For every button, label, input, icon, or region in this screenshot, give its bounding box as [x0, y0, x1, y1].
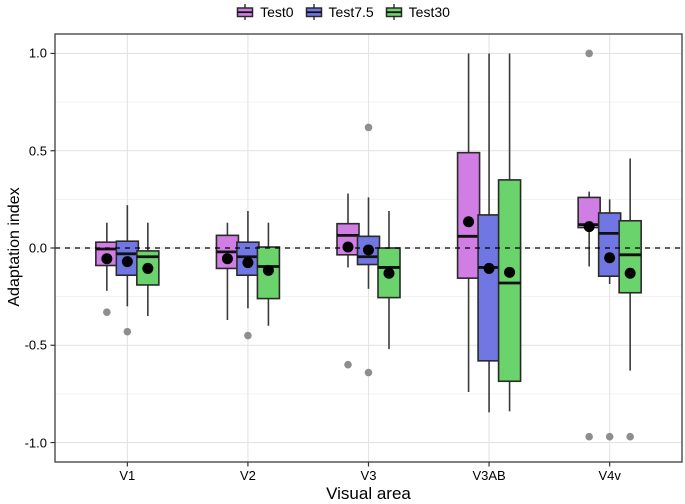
box-Test7.5-V1 — [115, 205, 140, 307]
legend-item-Test0: Test0 — [235, 2, 294, 22]
mean-point — [383, 267, 395, 279]
box-body — [497, 179, 522, 383]
y-tick-label: 0.0 — [28, 240, 47, 256]
outlier-point — [364, 368, 373, 377]
mean-point — [624, 267, 636, 279]
outlier-point — [364, 123, 373, 132]
box-body — [618, 219, 642, 294]
box-Test7.5-V3 — [356, 197, 381, 289]
mean-point — [504, 266, 516, 278]
legend-key-boxplot-icon — [385, 4, 402, 20]
x-axis-title: Visual area — [326, 484, 411, 503]
legend-item-Test7.5: Test7.5 — [304, 2, 374, 22]
outlier-point — [244, 331, 252, 340]
outlier-point — [626, 432, 634, 441]
x-tick-label: V1 — [119, 468, 136, 483]
box-Test7.5-V4v — [597, 199, 622, 284]
mean-point — [604, 252, 616, 264]
box-Test0-V2 — [215, 222, 240, 320]
mean-point — [363, 244, 374, 256]
mean-point — [121, 256, 133, 268]
mean-point — [221, 253, 233, 265]
mean-point — [242, 257, 254, 269]
legend-label: Test0 — [260, 4, 294, 20]
legend-key-boxplot-icon — [305, 4, 322, 20]
outlier-point — [103, 308, 111, 317]
x-tick-label: V3 — [360, 468, 377, 483]
mean-point — [262, 264, 274, 276]
legend-label: Test7.5 — [328, 4, 374, 20]
mean-point — [463, 216, 475, 228]
legend-label: Test30 — [408, 4, 450, 20]
box-Test30-V3 — [377, 211, 401, 350]
box-Test0-V3 — [336, 193, 360, 268]
mean-point — [142, 262, 154, 274]
outlier-point — [585, 432, 593, 441]
mean-point — [342, 241, 354, 253]
outlier-point — [585, 49, 593, 58]
box-Test30-V4v — [618, 158, 642, 371]
legend-item-Test30: Test30 — [384, 2, 450, 22]
legend: Test0 Test7.5 Test30 — [0, 2, 685, 22]
outlier-point — [605, 432, 614, 441]
legend-key-boxplot-icon — [236, 4, 254, 20]
y-tick-label: -0.5 — [24, 337, 47, 353]
y-tick-label: 0.5 — [28, 143, 47, 159]
box-body — [456, 151, 481, 279]
x-tick-label: V3AB — [472, 468, 506, 483]
mean-point — [101, 253, 113, 265]
x-tick-label: V4v — [598, 468, 621, 483]
y-tick-label: 1.0 — [28, 45, 47, 61]
x-tick-label: V2 — [239, 468, 256, 483]
mean-point — [483, 262, 495, 274]
box-Test7.5-V3AB — [477, 53, 501, 413]
box-Test30-V3AB — [497, 53, 522, 412]
box-body — [477, 214, 501, 362]
y-tick-label: -1.0 — [24, 435, 47, 451]
outlier-point — [344, 360, 352, 369]
outlier-point — [123, 327, 132, 336]
box-body — [597, 212, 622, 278]
mean-point — [583, 221, 595, 233]
